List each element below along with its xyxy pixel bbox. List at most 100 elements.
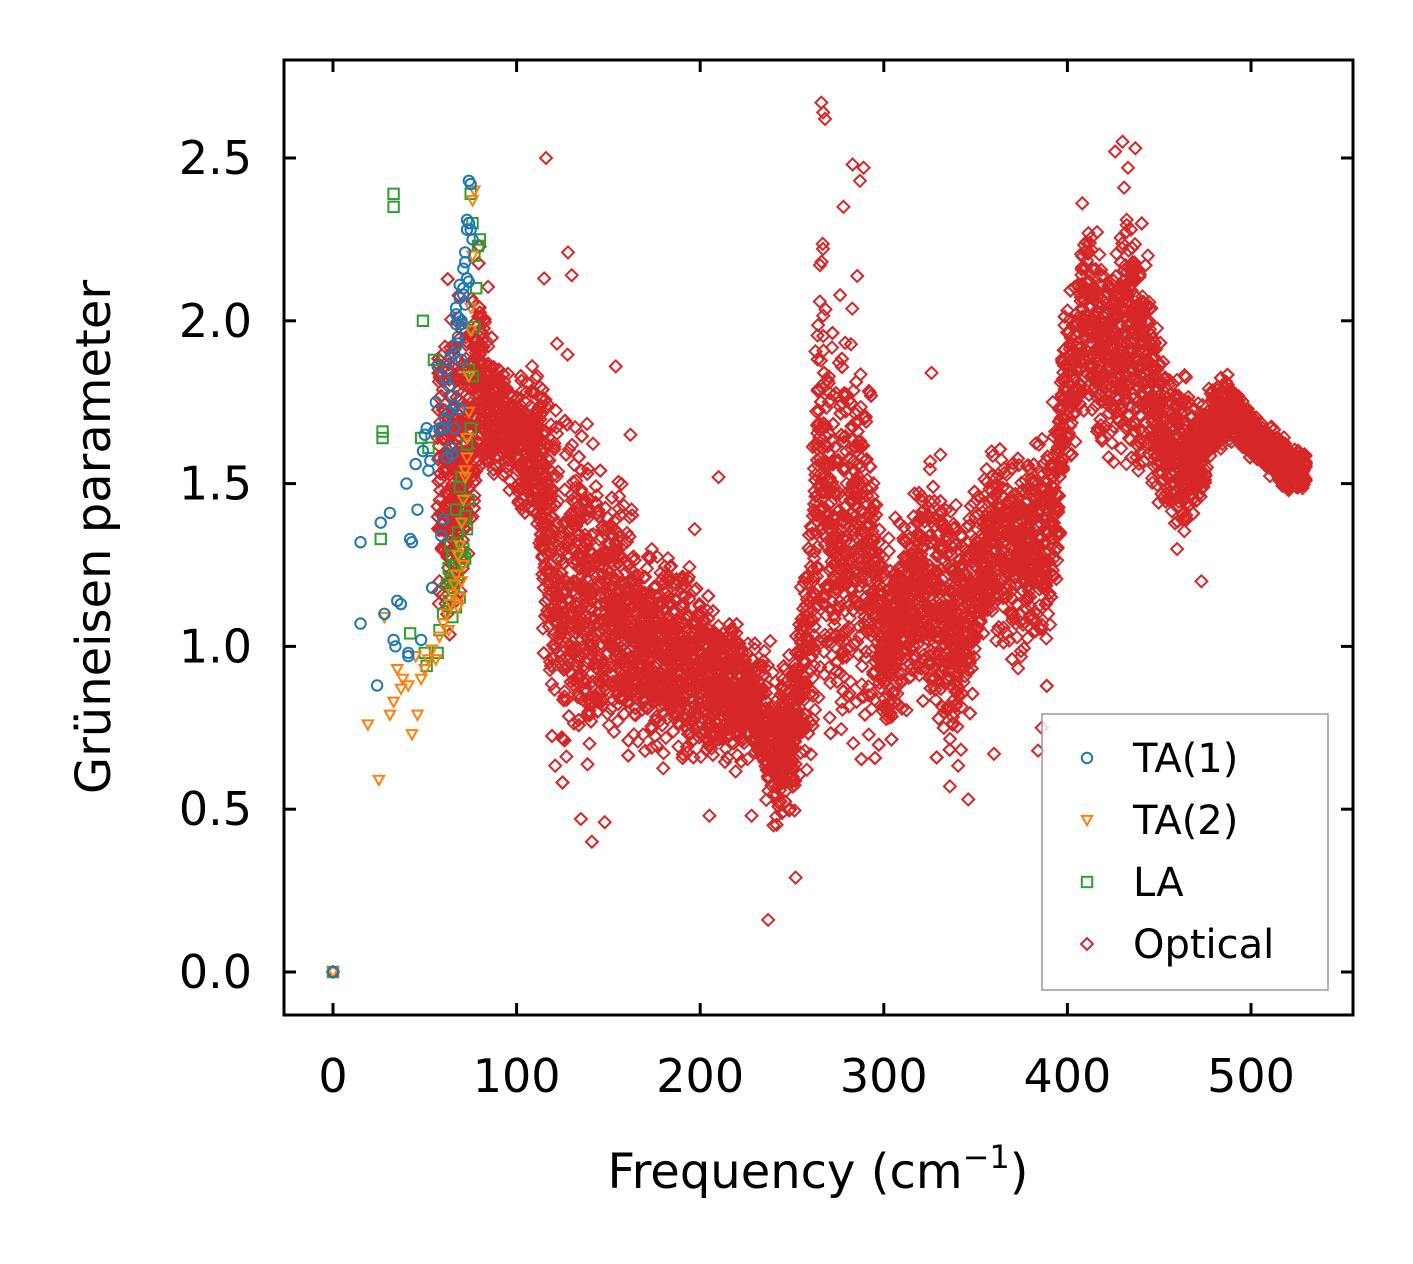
series-optical: [325, 95, 1314, 980]
optical-point: [1116, 180, 1132, 196]
optical-point: [810, 328, 825, 343]
optical-point: [928, 629, 944, 645]
optical-point: [984, 444, 1000, 459]
optical-point: [822, 710, 838, 726]
optical-point: [808, 404, 824, 419]
optical-point: [1113, 230, 1129, 246]
optical-point: [922, 461, 938, 477]
optical-point: [1028, 436, 1044, 451]
optical-point: [894, 701, 910, 717]
optical-point: [1034, 431, 1050, 447]
optical-point: [717, 754, 733, 770]
optical-point: [824, 433, 840, 448]
optical-point: [559, 692, 575, 708]
optical-point: [831, 633, 847, 648]
optical-point: [582, 736, 597, 752]
optical-point: [1164, 503, 1180, 519]
optical-point: [807, 544, 823, 560]
optical-point: [1003, 606, 1018, 621]
optical-point: [644, 740, 660, 756]
optical-point: [1034, 468, 1050, 483]
optical-point: [815, 308, 831, 324]
optical-point: [585, 436, 601, 452]
optical-point: [933, 447, 948, 463]
optical-point: [861, 383, 877, 399]
optical-point: [801, 527, 817, 543]
optical-point: [959, 519, 975, 535]
optical-point: [818, 301, 833, 317]
optical-point: [766, 817, 781, 833]
optical-point: [849, 268, 865, 284]
optical-point: [535, 621, 551, 636]
optical-point: [558, 749, 574, 764]
optical-point: [611, 474, 626, 490]
optical-point: [914, 488, 929, 504]
optical-point: [846, 383, 861, 398]
optical-point: [561, 441, 577, 457]
optical-point: [844, 301, 860, 317]
optical-point: [580, 756, 595, 772]
data-layer: [325, 95, 1314, 980]
optical-point: [565, 474, 581, 490]
optical-point: [1129, 449, 1144, 465]
optical-point: [549, 516, 565, 531]
optical-point: [576, 658, 591, 674]
optical-point: [810, 539, 826, 555]
optical-point: [854, 689, 870, 705]
optical-point: [949, 719, 965, 734]
optical-point: [1129, 272, 1144, 288]
optical-point: [756, 643, 772, 659]
optical-point: [832, 287, 848, 303]
optical-point: [1106, 454, 1121, 470]
optical-point: [1132, 431, 1148, 447]
optical-point: [835, 702, 850, 717]
optical-point: [1121, 243, 1137, 258]
optical-point: [480, 279, 496, 295]
optical-point: [555, 731, 571, 747]
optical-point: [845, 735, 861, 751]
optical-point: [573, 482, 589, 497]
optical-point: [588, 478, 604, 494]
optical-point: [479, 334, 495, 349]
optical-point: [637, 743, 653, 759]
optical-point: [823, 494, 839, 510]
optical-point: [1011, 457, 1027, 473]
optical-point: [656, 745, 672, 761]
optical-point: [899, 702, 914, 718]
optical-point: [544, 676, 560, 692]
optical-point: [815, 236, 831, 252]
optical-point: [1031, 437, 1047, 453]
optical-point: [799, 762, 815, 778]
optical-point: [1009, 629, 1025, 645]
optical-point: [1020, 630, 1035, 646]
optical-point: [511, 493, 527, 509]
optical-point: [813, 353, 829, 368]
optical-point: [547, 682, 562, 698]
optical-point: [851, 619, 867, 635]
optical-point: [985, 448, 1001, 464]
optical-point: [1176, 523, 1192, 539]
optical-point: [865, 501, 881, 517]
optical-point: [547, 758, 563, 774]
optical-point: [948, 698, 964, 714]
optical-point: [644, 718, 659, 734]
optical-point: [838, 444, 854, 459]
optical-point: [589, 649, 605, 664]
optical-point: [1013, 649, 1029, 665]
optical-point: [861, 727, 877, 743]
optical-point: [1169, 541, 1185, 557]
optical-point: [948, 497, 964, 513]
optical-point: [560, 347, 575, 363]
optical-point: [843, 506, 859, 522]
optical-point: [449, 351, 464, 367]
optical-point: [550, 464, 566, 480]
optical-point: [1122, 407, 1138, 423]
optical-point: [557, 684, 572, 699]
optical-point: [1101, 449, 1117, 465]
optical-point: [568, 473, 584, 489]
optical-point: [832, 398, 848, 414]
optical-point: [1074, 195, 1090, 211]
optical-point: [928, 692, 944, 708]
optical-point: [691, 596, 707, 612]
